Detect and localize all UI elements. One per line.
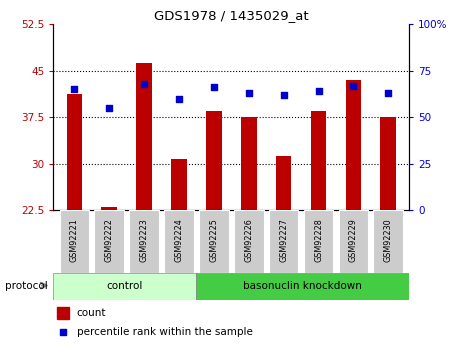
Bar [57,307,69,319]
Text: GSM92224: GSM92224 [174,218,184,262]
Point [350,83,357,88]
FancyBboxPatch shape [304,210,333,273]
Bar [241,117,257,210]
Point [71,87,78,92]
Bar [206,111,222,210]
Text: protocol: protocol [5,281,47,290]
FancyBboxPatch shape [373,210,403,273]
Text: basonuclin knockdown: basonuclin knockdown [243,282,362,291]
FancyBboxPatch shape [339,210,368,273]
Bar [380,117,396,210]
Point [106,105,113,111]
Point [175,96,183,101]
Text: percentile rank within the sample: percentile rank within the sample [77,327,252,337]
Text: GSM92222: GSM92222 [105,218,114,262]
Point [140,81,148,87]
Text: GSM92228: GSM92228 [314,218,323,262]
FancyBboxPatch shape [129,210,159,273]
FancyBboxPatch shape [234,210,264,273]
Text: GSM92221: GSM92221 [70,218,79,262]
Point [60,329,67,335]
FancyBboxPatch shape [199,210,229,273]
Bar [66,94,82,210]
Point [315,88,322,94]
Bar [171,159,187,210]
Bar [345,80,361,210]
Bar [136,63,152,210]
Bar [101,207,117,210]
Point [245,90,252,96]
Point [280,92,287,98]
FancyBboxPatch shape [53,273,196,300]
Bar [276,156,292,210]
Text: count: count [77,308,106,318]
Point [210,85,218,90]
Text: GSM92223: GSM92223 [140,218,149,262]
Text: GSM92230: GSM92230 [384,218,393,262]
Text: GSM92227: GSM92227 [279,218,288,262]
FancyBboxPatch shape [196,273,409,300]
Title: GDS1978 / 1435029_at: GDS1978 / 1435029_at [154,9,309,22]
Bar [311,111,326,210]
FancyBboxPatch shape [94,210,124,273]
Text: GSM92226: GSM92226 [244,218,253,262]
Point [385,90,392,96]
Text: GSM92229: GSM92229 [349,218,358,262]
FancyBboxPatch shape [60,210,89,273]
FancyBboxPatch shape [164,210,194,273]
FancyBboxPatch shape [269,210,299,273]
Text: control: control [106,282,143,291]
Text: GSM92225: GSM92225 [209,218,219,262]
